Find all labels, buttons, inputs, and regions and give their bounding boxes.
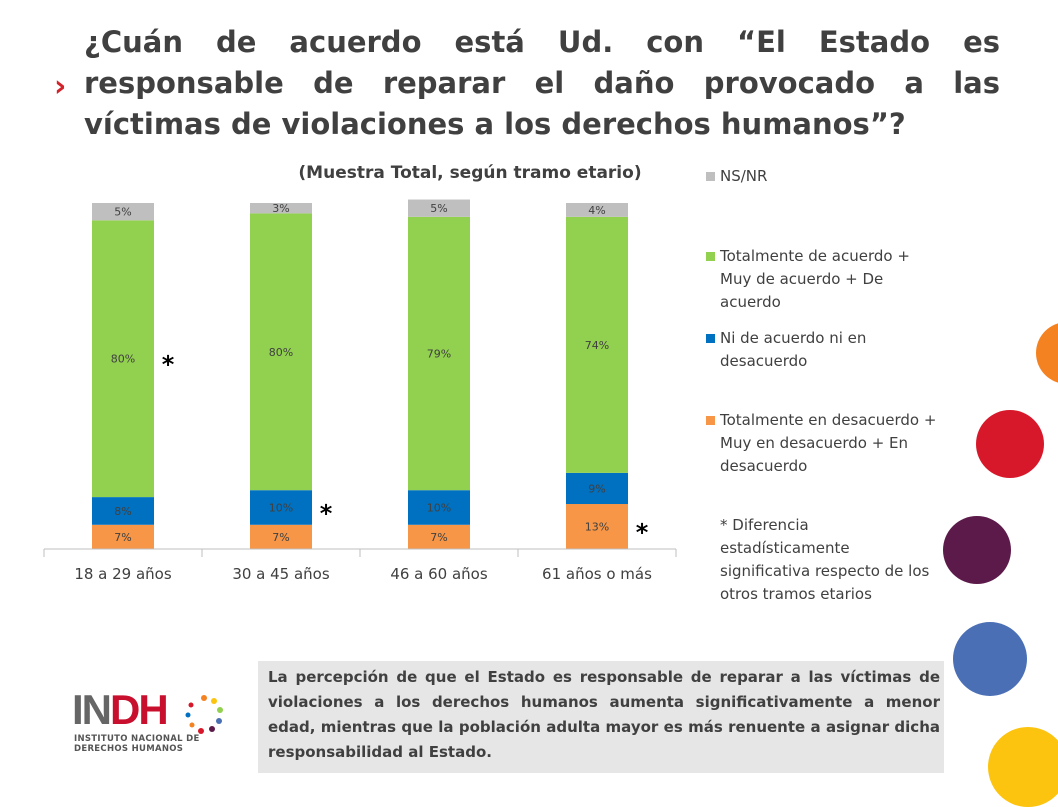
legend-item-agree: Totalmente de acuerdo + Muy de acuerdo +… [706, 245, 941, 314]
red-circle [976, 410, 1044, 478]
bar-30-a-45-anos-series-2 [250, 213, 312, 491]
bar-30-a-45-anos-series-3 [250, 203, 312, 214]
purple-circle [943, 516, 1011, 584]
significance-mark: * [162, 351, 175, 379]
bar-30-a-45-anos-series-0 [250, 524, 312, 549]
bar-46-a-60-anos-series-0 [408, 524, 470, 549]
orange-circle [1036, 322, 1058, 384]
logo-wordmark: INDH [72, 686, 169, 733]
data-label: 80% [269, 346, 293, 359]
data-label: 80% [111, 353, 135, 366]
data-label: 7% [272, 531, 289, 544]
x-tick-label: 30 a 45 años [232, 565, 330, 583]
logo-dh: DH [110, 686, 169, 733]
bar-18-a-29-anos-series-3 [92, 203, 154, 221]
data-label: 8% [114, 505, 131, 518]
data-label: 10% [427, 501, 451, 514]
data-label: 10% [269, 501, 293, 514]
bar-18-a-29-anos-series-1 [92, 497, 154, 525]
data-label: 13% [585, 521, 609, 534]
legend-item-nsnr: NS/NR [706, 165, 941, 188]
x-tick-label: 61 años o más [542, 565, 652, 583]
conclusion-box: La percepción de que el Estado es respon… [258, 661, 944, 773]
bar-61-anos-o-mas-series-1 [566, 472, 628, 505]
legend-label: NS/NR [720, 167, 768, 185]
legend-label: Totalmente en desacuerdo + Muy en desacu… [720, 411, 937, 475]
bar-61-anos-o-mas-series-0 [566, 504, 628, 549]
bar-30-a-45-anos-series-1 [250, 490, 312, 525]
slide-title: ¿Cuán de acuerdo está Ud. con “El Estado… [84, 25, 1000, 141]
logo-subtitle: INSTITUTO NACIONAL DE DERECHOS HUMANOS [74, 734, 200, 754]
x-tick-label: 46 a 60 años [390, 565, 488, 583]
data-label: 9% [588, 482, 605, 495]
data-label: 3% [272, 202, 289, 215]
data-label: 79% [427, 348, 451, 361]
significance-mark: * [636, 519, 649, 547]
bars-layer: 7% 8% 80% * 5% 7% 10% * 80% 3% 7% 10% 79% 5% 13% * 9% 74%… [92, 199, 649, 549]
legend-label: Ni de acuerdo ni en desacuerdo [720, 329, 867, 370]
data-label: 4% [588, 204, 605, 217]
logo-in: IN [72, 686, 112, 733]
legend-item-neutral: Ni de acuerdo ni en desacuerdo [706, 327, 941, 373]
bar-46-a-60-anos-series-2 [408, 216, 470, 491]
legend-label: Totalmente de acuerdo + Muy de acuerdo +… [720, 247, 910, 311]
yellow-circle [988, 727, 1058, 807]
data-label: 5% [430, 202, 447, 215]
legend-swatch [706, 252, 715, 261]
legend-item-disagree: Totalmente en desacuerdo + Muy en desacu… [706, 409, 941, 478]
logo-line-2: DERECHOS HUMANOS [74, 744, 184, 754]
bar-61-anos-o-mas-series-2 [566, 216, 628, 473]
logo-line-1: INSTITUTO NACIONAL DE [74, 734, 200, 744]
legend-swatch [706, 416, 715, 425]
x-axis-ticks: 18 a 29 años 30 a 45 años 46 a 60 años 61 a… [43, 549, 677, 583]
bar-46-a-60-anos-series-1 [408, 490, 470, 525]
data-label: 74% [585, 339, 609, 352]
significance-mark: * [320, 499, 333, 527]
legend-swatch [706, 334, 715, 343]
blue-circle [953, 622, 1027, 696]
title-bullet-icon: › [54, 69, 67, 104]
legend-swatch [706, 172, 715, 181]
bar-61-anos-o-mas-series-3 [566, 203, 628, 217]
bar-18-a-29-anos-series-0 [92, 524, 154, 549]
bar-46-a-60-anos-series-3 [408, 199, 470, 217]
chart-subtitle: (Muestra Total, según tramo etario) [298, 163, 641, 183]
data-label: 5% [114, 206, 131, 219]
logo-dots-icon [185, 695, 223, 734]
significance-footnote: * Diferencia estadísticamente significat… [720, 516, 930, 603]
data-label: 7% [114, 531, 131, 544]
indh-logo: INDH INSTITUTO NACIONAL DE DERECHOS HUMA… [72, 688, 232, 758]
x-tick-label: 18 a 29 años [74, 565, 172, 583]
bar-18-a-29-anos-series-2 [92, 220, 154, 498]
data-label: 7% [430, 531, 447, 544]
stacked-bar-chart: (Muestra Total, según tramo etario) 7% 8%… [43, 163, 677, 583]
